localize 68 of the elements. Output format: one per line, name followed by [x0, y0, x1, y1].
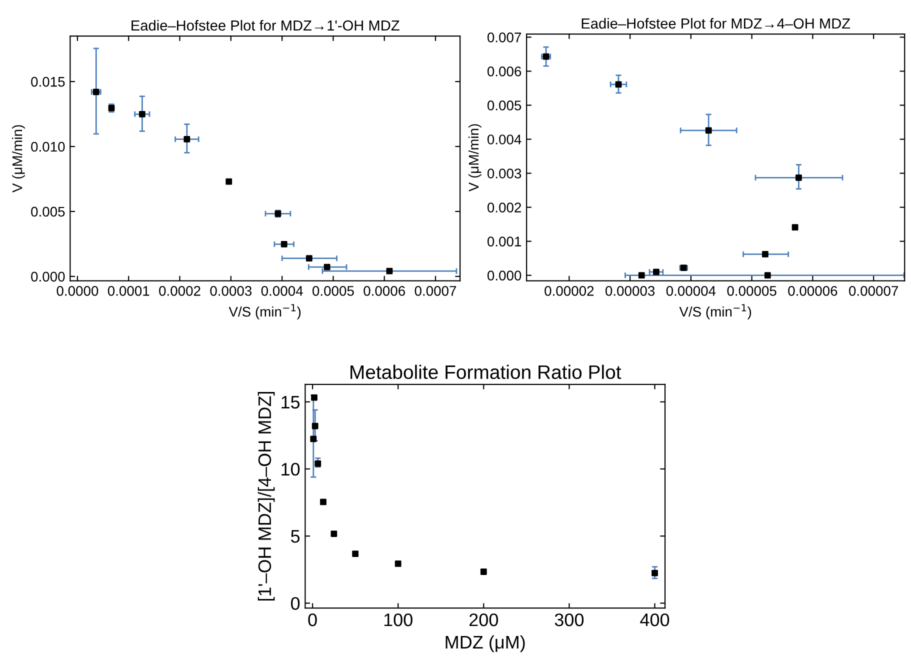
- chart-title: Eadie–Hofstee Plot for MDZ→4–OH MDZ: [582, 18, 850, 29]
- x-tick-label: 400: [640, 613, 670, 626]
- y-tick-label: 0.001: [487, 236, 522, 246]
- y-tick-label: 0.004: [487, 134, 522, 144]
- y-tick-label: 0.000: [487, 270, 522, 280]
- point: [324, 264, 330, 270]
- point: [312, 422, 318, 430]
- x-tick-label: 200: [470, 613, 498, 626]
- y-tick-label: 15: [282, 396, 300, 409]
- x-tick-label: 300: [554, 613, 584, 626]
- point: [653, 268, 660, 276]
- x-tick-label: 0.0005: [312, 286, 354, 296]
- point: [795, 174, 802, 181]
- x-tick-label: 0.00005: [727, 286, 776, 296]
- x-tick-label: 100: [384, 613, 412, 626]
- y-tick-label: 0.002: [487, 202, 522, 212]
- point: [705, 127, 712, 134]
- point: [280, 241, 288, 248]
- point: [92, 88, 100, 96]
- x-tick-label: 0.00003: [605, 286, 655, 296]
- x-axis-title: MDZ (μM): [446, 635, 525, 652]
- x-tick-label: 0.0003: [210, 286, 252, 296]
- x-tick-label: 0.0006: [364, 286, 405, 296]
- y-tick-label: 0.000: [31, 272, 65, 282]
- y-tick-label: 0.010: [31, 142, 65, 152]
- x-tick-label: 0.00006: [788, 286, 838, 296]
- y-tick-label: 0.003: [487, 168, 522, 178]
- point: [638, 272, 645, 279]
- x-tick-label: 0.0001: [108, 286, 150, 296]
- y-tick-label: 0.005: [487, 100, 522, 110]
- point: [792, 224, 798, 231]
- point: [764, 272, 771, 279]
- x-tick-label: 0.00007: [849, 286, 898, 296]
- y-tick-label: 0.007: [487, 32, 522, 42]
- point: [386, 268, 393, 274]
- point: [226, 178, 232, 185]
- y-tick-label: 10: [282, 462, 300, 476]
- point: [138, 110, 146, 118]
- point: [762, 251, 768, 258]
- x-tick-label: 0.00002: [544, 286, 594, 296]
- y-tick-label: 0.015: [31, 76, 65, 87]
- chart-title: Eadie–Hofstee Plot for MDZ→1'-OH MDZ: [132, 20, 400, 31]
- point: [394, 560, 402, 567]
- point: [615, 81, 622, 88]
- y-axis-title: [1'–OH MDZ]/[4–OH MDZ]: [258, 392, 275, 601]
- point: [306, 255, 312, 262]
- y-tick-label: 0.005: [31, 206, 65, 217]
- point: [314, 460, 322, 467]
- x-axis-title: V/S (min$^{−1}$): [228, 304, 301, 320]
- x-tick-label: 0.0000: [56, 286, 98, 296]
- x-tick-label: 0.0004: [261, 286, 303, 296]
- point: [330, 530, 338, 537]
- y-axis-title: V (μM/min): [12, 125, 25, 192]
- point: [352, 550, 359, 557]
- y-tick-label: 0.006: [487, 66, 522, 76]
- point: [320, 498, 326, 506]
- x-tick-label: 0.0007: [414, 286, 456, 296]
- x-axis-title: V/S (min$^{−1}$): [679, 304, 752, 320]
- y-tick-label: 5: [291, 530, 300, 543]
- y-tick-label: 0: [290, 597, 300, 610]
- x-tick-label: 0: [308, 613, 317, 626]
- chart-title: Metabolite Formation Ratio Plot: [350, 364, 622, 380]
- x-tick-label: 0.00004: [666, 286, 716, 296]
- y-axis-title: V (μM/min): [468, 124, 482, 192]
- x-tick-label: 0.0002: [159, 286, 200, 296]
- point: [652, 570, 658, 576]
- point: [184, 136, 190, 142]
- point: [480, 568, 487, 575]
